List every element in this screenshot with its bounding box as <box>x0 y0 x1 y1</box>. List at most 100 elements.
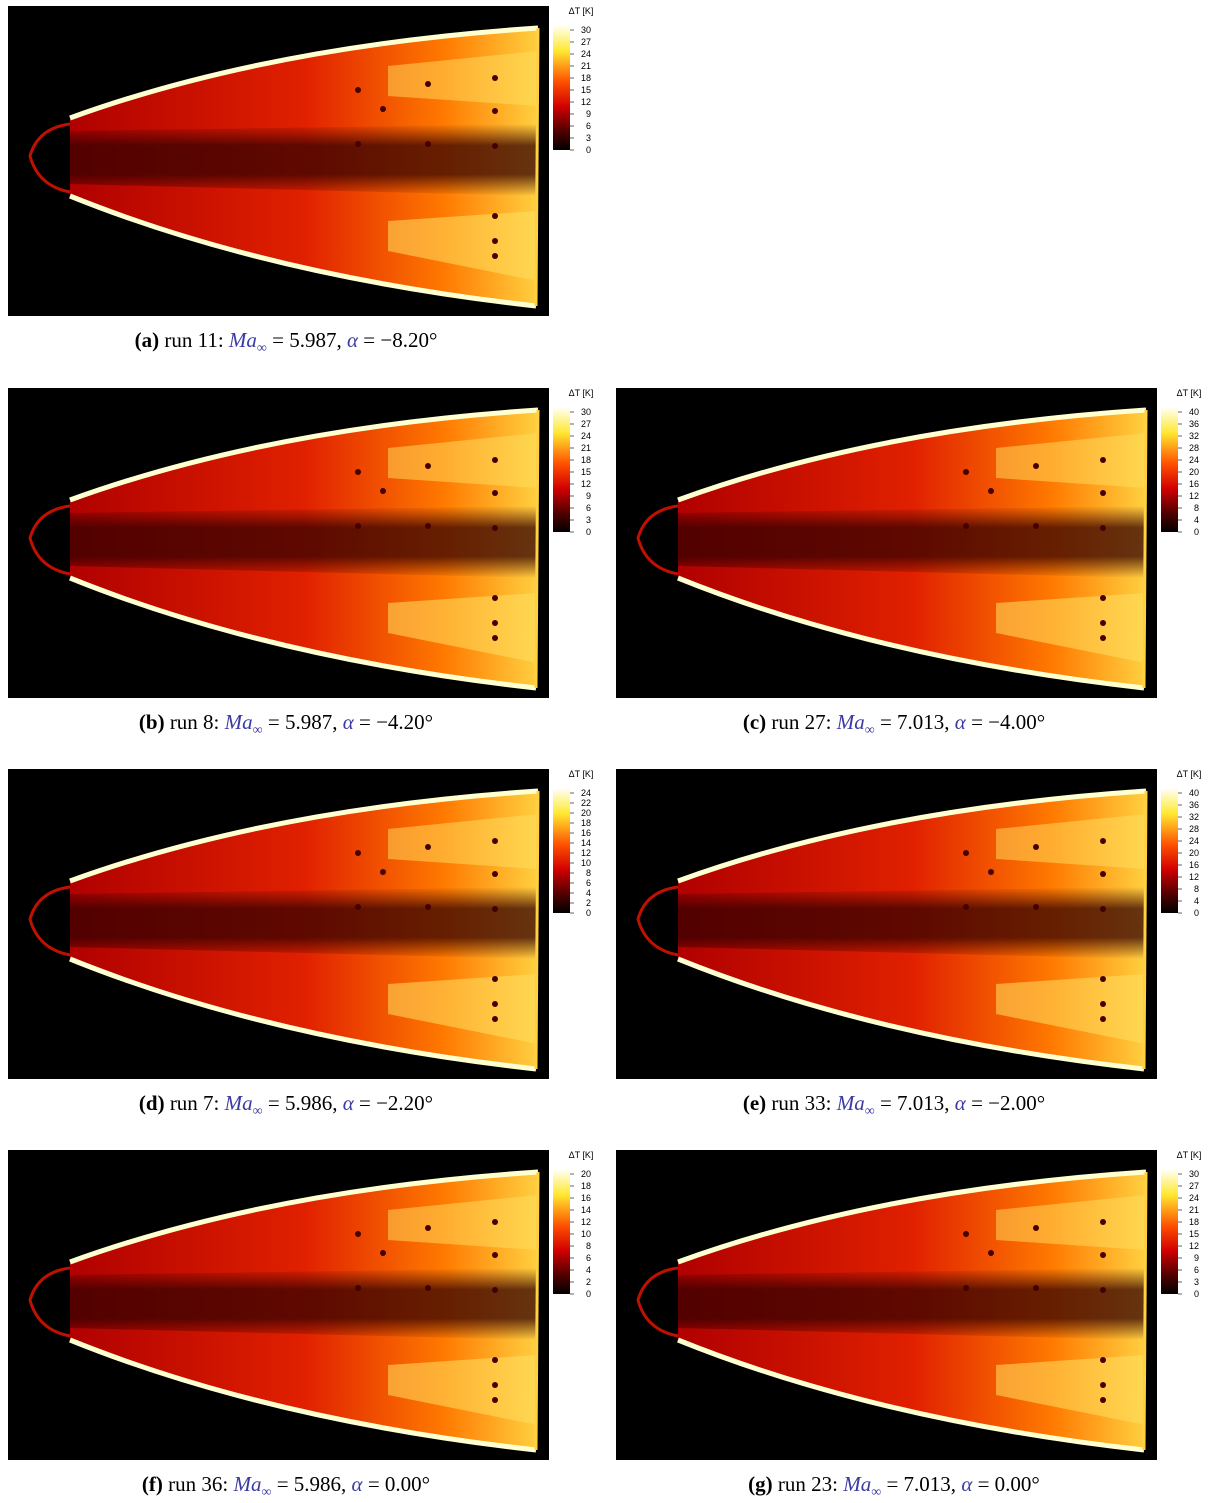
colorbar-tick-label: 36 <box>1189 419 1199 429</box>
sensor-dot <box>492 143 498 149</box>
colorbar-tick-label: 24 <box>1189 836 1199 846</box>
colorbar-tick-label: 16 <box>581 1193 591 1203</box>
colorbar-tick-label: 15 <box>581 85 591 95</box>
run-number: run 7: <box>170 1091 220 1115</box>
mach-symbol: Ma∞ <box>225 1091 263 1115</box>
colorbar-tick-label: 6 <box>586 1253 591 1263</box>
sensor-dot <box>380 488 386 494</box>
colorbar-tick-label: 3 <box>586 133 591 143</box>
dark-band <box>678 1268 1146 1340</box>
sensor-dot <box>1100 1357 1106 1363</box>
mach-value: = 7.013, <box>886 1472 956 1496</box>
colorbar-tick-label: 20 <box>581 1169 591 1179</box>
run-number: run 36: <box>168 1472 228 1496</box>
colorbar-tick-label: 8 <box>586 1241 591 1251</box>
thermogram: ΔT [K]20181614121086420 <box>8 1150 608 1465</box>
colorbar-tick-label: 24 <box>581 49 591 59</box>
alpha-symbol: α <box>955 1091 966 1115</box>
mach-subscript: ∞ <box>253 723 263 738</box>
sensor-dot <box>492 595 498 601</box>
colorbar-tick-label: 0 <box>586 527 591 537</box>
colorbar-tick-label: 16 <box>1189 860 1199 870</box>
colorbar-tick-label: 12 <box>1189 491 1199 501</box>
colorbar-tick-label: 16 <box>581 828 591 838</box>
alpha-value: = −4.20° <box>359 710 433 734</box>
alpha-value: = −2.00° <box>971 1091 1045 1115</box>
thermogram: ΔT [K]4036322824201612840 <box>616 388 1216 703</box>
sensor-dot <box>963 850 969 856</box>
colorbar-tick-label: 40 <box>1189 788 1199 798</box>
run-number: run 8: <box>170 710 220 734</box>
caption-label: (e) <box>743 1091 766 1115</box>
run-number: run 11: <box>164 328 223 352</box>
colorbar-tick-label: 4 <box>1194 896 1199 906</box>
caption: (a) run 11: Ma∞ = 5.987, α = −8.20° <box>8 328 564 357</box>
colorbar-tick-label: 21 <box>581 443 591 453</box>
colorbar-tick-label: 0 <box>586 1289 591 1299</box>
sensor-dot <box>1100 1397 1106 1403</box>
colorbar-tick-label: 9 <box>1194 1253 1199 1263</box>
colorbar-tick-label: 30 <box>1189 1169 1199 1179</box>
sensor-dot <box>355 1231 361 1237</box>
colorbar-tick-label: 18 <box>581 1181 591 1191</box>
mach-symbol: Ma∞ <box>837 1091 875 1115</box>
colorbar-tick-label: 0 <box>1194 527 1199 537</box>
mach-value: = 7.013, <box>880 710 950 734</box>
colorbar-tick-label: 6 <box>1194 1265 1199 1275</box>
sensor-dot <box>1100 620 1106 626</box>
colorbar <box>1161 789 1178 913</box>
mach-subscript: ∞ <box>865 723 875 738</box>
colorbar-tick-label: 27 <box>581 37 591 47</box>
colorbar-tick-label: 36 <box>1189 800 1199 810</box>
sensor-dot <box>425 81 431 87</box>
colorbar-title: ΔT [K] <box>569 388 594 398</box>
colorbar-title: ΔT [K] <box>1177 1150 1202 1160</box>
colorbar-tick-label: 9 <box>586 491 591 501</box>
colorbar-tick-label: 3 <box>1194 1277 1199 1287</box>
colorbar-tick-label: 6 <box>586 503 591 513</box>
colorbar-tick-label: 20 <box>1189 848 1199 858</box>
colorbar-title: ΔT [K] <box>569 1150 594 1160</box>
mach-value: = 5.986, <box>268 1091 338 1115</box>
caption: (c) run 27: Ma∞ = 7.013, α = −4.00° <box>616 710 1172 739</box>
mach-symbol: Ma∞ <box>837 710 875 734</box>
colorbar-tick-label: 24 <box>581 788 591 798</box>
sensor-dot <box>492 75 498 81</box>
caption: (d) run 7: Ma∞ = 5.986, α = −2.20° <box>8 1091 564 1120</box>
sensor-dot <box>492 213 498 219</box>
sensor-dot <box>425 1285 431 1291</box>
colorbar-tick-label: 15 <box>1189 1229 1199 1239</box>
sensor-dot <box>1100 525 1106 531</box>
colorbar-title: ΔT [K] <box>569 6 594 16</box>
sensor-dot <box>492 1357 498 1363</box>
sensor-dot <box>425 1225 431 1231</box>
dark-band <box>70 887 538 959</box>
sensor-dot <box>492 238 498 244</box>
colorbar-tick-label: 12 <box>581 848 591 858</box>
caption-label: (g) <box>748 1472 773 1496</box>
figure-panel: ΔT [K]302724211815129630(g) run 23: Ma∞ … <box>616 1150 1216 1503</box>
sensor-dot <box>425 141 431 147</box>
sensor-dot <box>988 869 994 875</box>
mach-subscript: ∞ <box>865 1104 875 1119</box>
sensor-dot <box>1033 904 1039 910</box>
sensor-dot <box>492 457 498 463</box>
colorbar-tick-label: 18 <box>581 73 591 83</box>
alpha-value: = 0.00° <box>368 1472 430 1496</box>
colorbar-title: ΔT [K] <box>569 769 594 779</box>
sensor-dot <box>355 1285 361 1291</box>
run-number: run 23: <box>778 1472 838 1496</box>
sensor-dot <box>1100 1016 1106 1022</box>
sensor-dot <box>492 1382 498 1388</box>
colorbar-tick-label: 3 <box>586 515 591 525</box>
colorbar-tick-label: 20 <box>1189 467 1199 477</box>
colorbar-tick-label: 20 <box>581 808 591 818</box>
sensor-dot <box>1100 457 1106 463</box>
caption-label: (f) <box>142 1472 163 1496</box>
colorbar-tick-label: 12 <box>1189 872 1199 882</box>
colorbar <box>553 408 570 532</box>
